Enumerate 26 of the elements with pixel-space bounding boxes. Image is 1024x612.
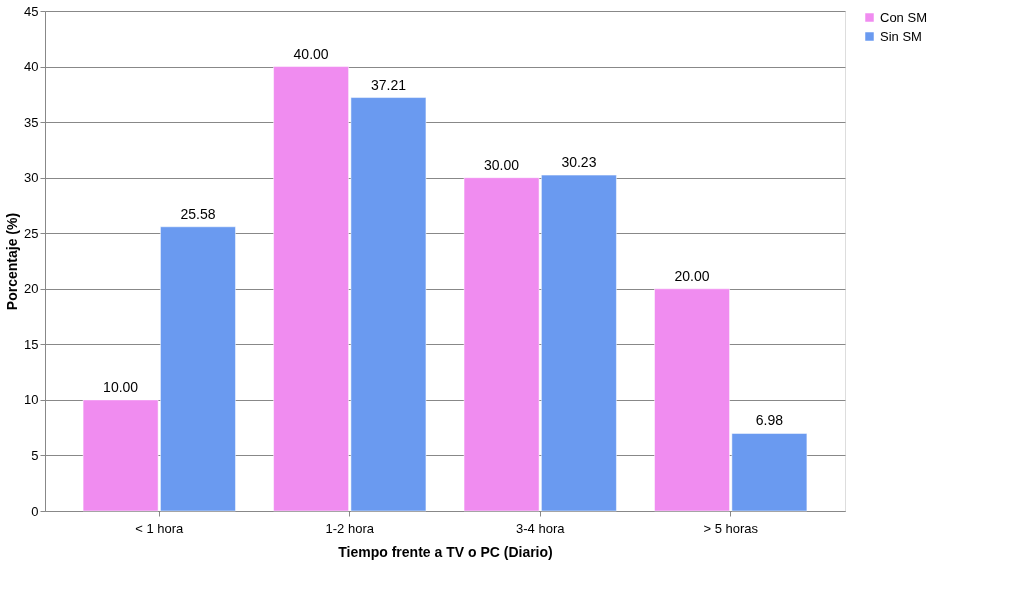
x-axis-title: Tiempo frente a TV o PC (Diario) (338, 543, 553, 560)
x-tick-label: > 5 horas (703, 520, 759, 536)
data-label: 20.00 (674, 267, 710, 284)
legend-label: Con SM (880, 9, 927, 25)
y-tick-label: 40 (24, 59, 39, 75)
legend-label: Sin SM (880, 28, 922, 44)
data-label: 30.00 (484, 156, 520, 173)
x-tick-label: < 1 hora (135, 520, 185, 536)
data-label: 10.00 (103, 378, 139, 395)
data-label: 6.98 (755, 412, 784, 429)
y-tick-label: 45 (24, 3, 39, 19)
y-tick-label: 5 (31, 447, 39, 463)
data-label: 40.00 (293, 45, 329, 62)
y-tick-label: 20 (24, 281, 39, 297)
data-label: 37.21 (370, 76, 407, 93)
y-tick-label: 30 (24, 170, 39, 186)
data-label: 25.58 (180, 205, 216, 222)
x-tick-label: 3-4 hora (516, 520, 566, 536)
y-tick-label: 25 (24, 225, 39, 241)
x-tick-label: 1-2 hora (325, 520, 375, 536)
data-label: 30.23 (561, 154, 597, 171)
y-tick-label: 10 (24, 392, 39, 408)
y-tick-label: 0 (31, 503, 39, 519)
y-tick-label: 15 (24, 336, 39, 352)
y-tick-label: 35 (24, 114, 39, 130)
y-axis-title: Porcentaje (%) (4, 212, 21, 311)
